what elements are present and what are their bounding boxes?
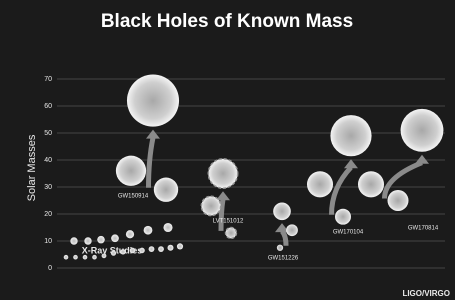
xray-dot	[177, 243, 183, 249]
page: Black Holes of Known Mass Solar Masses X…	[0, 0, 455, 300]
xray-dot	[130, 248, 136, 254]
xray-dot	[111, 234, 119, 242]
final-bubble	[273, 202, 291, 220]
chart: Black Holes of Known Mass Solar Masses X…	[0, 0, 455, 300]
xray-dot	[158, 246, 164, 252]
component-bubble	[277, 245, 283, 251]
y-tick-label: 70	[44, 76, 52, 83]
y-tick-label: 20	[44, 211, 52, 218]
xray-dot	[97, 236, 105, 244]
component-bubble	[116, 156, 146, 186]
xray-dot	[168, 245, 174, 251]
chart-title: Black Holes of Known Mass	[101, 11, 353, 32]
xray-dot	[102, 253, 107, 258]
component-bubble	[201, 196, 220, 215]
component-bubble	[388, 190, 409, 211]
component-bubble	[358, 171, 384, 197]
y-tick-label: 60	[44, 103, 52, 110]
xray-dot	[70, 237, 77, 244]
xray-dot	[126, 230, 134, 238]
final-bubble	[330, 115, 371, 156]
component-bubble	[307, 171, 333, 197]
xray-dot	[64, 255, 69, 260]
xray-dot	[120, 249, 125, 254]
final-bubble	[208, 159, 237, 188]
event-label: GW150914	[118, 194, 149, 200]
xray-dot	[73, 255, 78, 260]
xray-dot	[84, 237, 91, 244]
y-tick-label: 30	[44, 184, 52, 191]
final-bubble	[401, 109, 444, 152]
xray-dot	[163, 223, 172, 232]
y-axis-label: Solar Masses	[26, 134, 38, 201]
background	[0, 0, 455, 300]
event-label: GW170814	[408, 226, 439, 232]
component-bubble	[286, 224, 298, 236]
merger-arrow	[221, 199, 223, 231]
xray-dot	[92, 255, 97, 260]
xray-dot	[149, 246, 155, 252]
y-tick-label: 40	[44, 157, 52, 164]
y-tick-label: 0	[48, 265, 52, 272]
xray-dot	[139, 248, 145, 254]
xray-dot	[144, 226, 153, 235]
credit: LIGO/VIRGO	[402, 289, 450, 298]
component-bubble	[335, 209, 351, 225]
xray-dot	[83, 255, 88, 260]
event-label: GW151226	[268, 256, 299, 262]
y-tick-label: 50	[44, 130, 52, 137]
y-tick-label: 10	[44, 238, 52, 245]
xray-dot	[111, 251, 116, 256]
event-label: LVT151012	[213, 219, 244, 225]
final-bubble	[127, 75, 179, 127]
component-bubble	[154, 178, 178, 202]
component-bubble	[226, 227, 237, 238]
event-label: GW170104	[333, 230, 364, 236]
